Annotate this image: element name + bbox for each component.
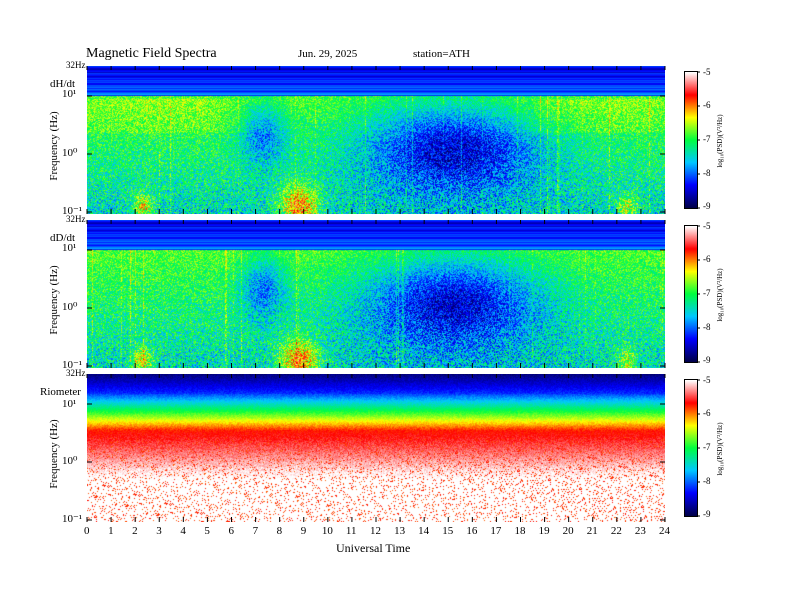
panel1-top-freq: 32Hz (66, 60, 86, 70)
panel1-ytick-2: 10⁰ (62, 147, 78, 159)
spectrogram-riometer (87, 374, 665, 522)
x-tick-label: 16 (466, 525, 478, 537)
x-tick-label: 5 (204, 525, 210, 537)
x-tick-label: 10 (321, 525, 333, 537)
x-tick-label: 23 (634, 525, 646, 537)
x-tick-label: 19 (538, 525, 550, 537)
x-tick-label: 13 (394, 525, 406, 537)
x-tick-label: 17 (490, 525, 502, 537)
station-label: station=ATH (413, 48, 470, 60)
colorbar-2 (684, 225, 698, 363)
chart-title: Magnetic Field Spectra (86, 46, 217, 61)
cb1-tick-5: -9 (703, 201, 711, 211)
colorbar-3 (684, 379, 698, 517)
cb1-tick-4: -8 (703, 168, 711, 178)
x-tick-label: 7 (252, 525, 259, 537)
panel3-ytick-3: 10⁻¹ (62, 513, 83, 525)
x-tick-label: 8 (276, 525, 283, 537)
x-tick-label: 12 (370, 525, 381, 537)
panel3-ytick-1: 10¹ (62, 398, 77, 410)
cb2-tick-4: -8 (703, 322, 711, 332)
cb3-tick-4: -8 (703, 476, 711, 486)
panel1-ytick-1: 10¹ (62, 88, 77, 100)
x-tick-label: 9 (300, 525, 307, 537)
x-tick-label: 15 (442, 525, 454, 537)
x-tick-label: 14 (418, 525, 430, 537)
panel3-top-freq: 32Hz (66, 368, 86, 378)
panel2-ytick-3: 10⁻¹ (62, 359, 83, 371)
spectrogram-dd-dt (87, 220, 665, 368)
cb2-tick-1: -5 (703, 221, 711, 231)
x-tick-label: 22 (610, 525, 622, 537)
cb2-tick-5: -9 (703, 355, 711, 365)
x-tick-label: 11 (345, 525, 357, 537)
x-tick-label: 1 (108, 525, 114, 537)
x-tick-label: 0 (84, 525, 90, 537)
cb1-tick-1: -5 (703, 67, 711, 77)
panel2-top-freq: 32Hz (66, 214, 86, 224)
chart-date: Jun. 29, 2025 (298, 48, 358, 60)
cb3-tick-2: -6 (703, 408, 711, 418)
colorbar-1 (684, 71, 698, 209)
x-tick-label: 6 (228, 525, 235, 537)
cb3-tick-1: -5 (703, 375, 711, 385)
spectrogram-dh-dt (87, 66, 665, 214)
x-tick-label: 20 (562, 525, 574, 537)
cb2-tick-2: -6 (703, 254, 711, 264)
x-tick-label: 3 (156, 525, 162, 537)
panel1-ytick-3: 10⁻¹ (62, 205, 83, 217)
x-tick-label: 2 (132, 525, 138, 537)
x-tick-label: 4 (180, 525, 186, 537)
cb1-tick-2: -6 (703, 100, 711, 110)
cb3-tick-3: -7 (703, 442, 711, 452)
cb1-tick-3: -7 (703, 134, 711, 144)
x-tick-label: 21 (586, 525, 598, 537)
panel3-ytick-2: 10⁰ (62, 455, 78, 467)
x-tick-label: 24 (659, 525, 670, 537)
panel2-label: dD/dt (50, 232, 76, 244)
x-axis-label: Universal Time (336, 541, 411, 555)
panel3-label: Riometer (40, 386, 81, 398)
panel2-ytick-2: 10⁰ (62, 301, 78, 313)
cb3-tick-5: -9 (703, 509, 711, 519)
cb2-tick-3: -7 (703, 288, 711, 298)
panel1-label: dH/dt (50, 78, 76, 90)
panel2-ytick-1: 10¹ (62, 242, 77, 254)
x-tick-label: 18 (514, 525, 526, 537)
